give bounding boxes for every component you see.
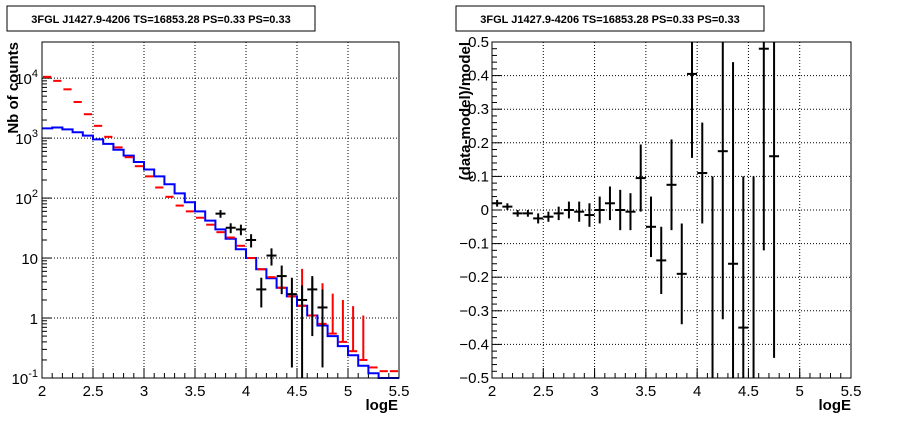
right-x-axis-label: logE [819, 397, 852, 414]
left-x-tick-label: 4 [242, 383, 250, 400]
left-ticks [41, 77, 400, 379]
right-grid [492, 42, 851, 378]
right-x-tick-label: 5 [796, 383, 804, 400]
left-y-tick-label: 103 [15, 128, 38, 148]
left-x-tick-label: 2.5 [83, 383, 104, 400]
right-plot-frame [491, 41, 852, 379]
right-y-tick-label: −0.1 [459, 236, 489, 253]
right-y-tick-label: 0.5 [468, 34, 489, 51]
right-chart-title: 3FGL J1427.9-4206 TS=16853.28 PS=0.33 PS… [480, 14, 739, 26]
right-y-tick-label: 0.2 [468, 135, 489, 152]
right-chart-panel: 3FGL J1427.9-4206 TS=16853.28 PS=0.33 PS… [455, 5, 861, 414]
left-y-tick-label: 104 [15, 68, 38, 88]
left-grid [42, 42, 399, 378]
left-y-axis-label: Nb of counts [5, 42, 22, 134]
right-x-tick-label: 2 [488, 383, 496, 400]
right-x-tick-label: 2.5 [533, 383, 554, 400]
left-title-box [6, 5, 316, 32]
right-x-tick-label: 5.5 [841, 383, 862, 400]
right-tick-labels: 2 2.5 3 3.5 4 4.5 5 5.5 −0.5 −0.4 −0.3 −0.2 −0.1 0 0.1… [459, 34, 861, 400]
left-x-tick-label: 2 [38, 383, 46, 400]
right-y-tick-label: 0 [481, 202, 489, 219]
left-chart-panel: 3FGL J1427.9-4206 TS=16853.28 PS=0.33 PS… [5, 5, 410, 414]
right-y-tick-label: −0.3 [459, 303, 489, 320]
left-chart-title: 3FGL J1427.9-4206 TS=16853.28 PS=0.33 PS… [31, 14, 290, 26]
right-x-tick-label: 4.5 [738, 383, 759, 400]
left-x-tick-label: 5.5 [389, 383, 410, 400]
left-plot-frame [41, 41, 400, 379]
right-x-tick-label: 3.5 [635, 383, 656, 400]
right-y-tick-label: 0.3 [468, 101, 489, 118]
right-x-tick-label: 4 [693, 383, 701, 400]
left-x-tick-label: 4.5 [287, 383, 308, 400]
right-y-tick-label: 0.1 [468, 168, 489, 185]
left-x-tick-label: 5 [344, 383, 352, 400]
left-x-tick-label: 3.5 [185, 383, 206, 400]
right-title-box [455, 5, 765, 32]
right-y-tick-label: −0.4 [459, 336, 489, 353]
right-y-tick-label: 0.4 [468, 68, 489, 85]
right-y-tick-label: −0.2 [459, 269, 489, 286]
left-tick-labels: 2 2.5 3 3.5 4 4.5 5 5.5 10-1 1 10 102 103 104 [12, 68, 410, 400]
left-y-tick-label: 1 [30, 311, 38, 328]
right-y-axis-label: (data-model)/model [457, 42, 474, 180]
right-marks [492, 42, 780, 378]
left-y-tick-label: 10 [21, 251, 38, 268]
left-blue-step-histogram [42, 126, 399, 379]
left-y-tick-label: 102 [15, 188, 38, 208]
left-x-axis-label: logE [366, 397, 399, 414]
left-marks [42, 75, 399, 379]
left-y-tick-label: 10-1 [12, 368, 38, 388]
right-y-tick-label: −0.5 [459, 370, 489, 387]
right-x-tick-label: 3 [590, 383, 598, 400]
left-x-tick-label: 3 [140, 383, 148, 400]
